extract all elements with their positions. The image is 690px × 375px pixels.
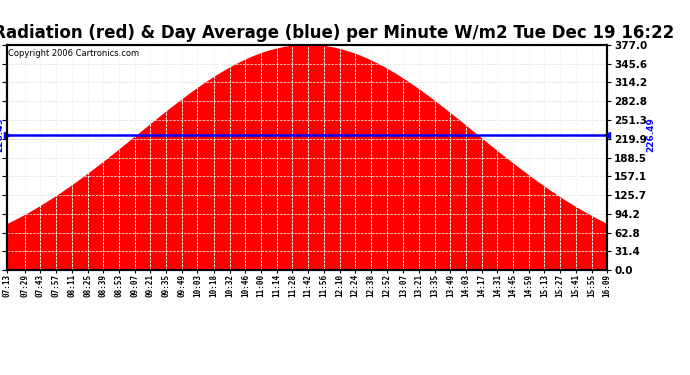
Text: 226.49: 226.49 <box>647 117 656 152</box>
Text: Copyright 2006 Cartronics.com: Copyright 2006 Cartronics.com <box>8 50 139 58</box>
Title: Solar Radiation (red) & Day Average (blue) per Minute W/m2 Tue Dec 19 16:22: Solar Radiation (red) & Day Average (blu… <box>0 24 675 42</box>
Text: 226.49: 226.49 <box>0 117 4 152</box>
